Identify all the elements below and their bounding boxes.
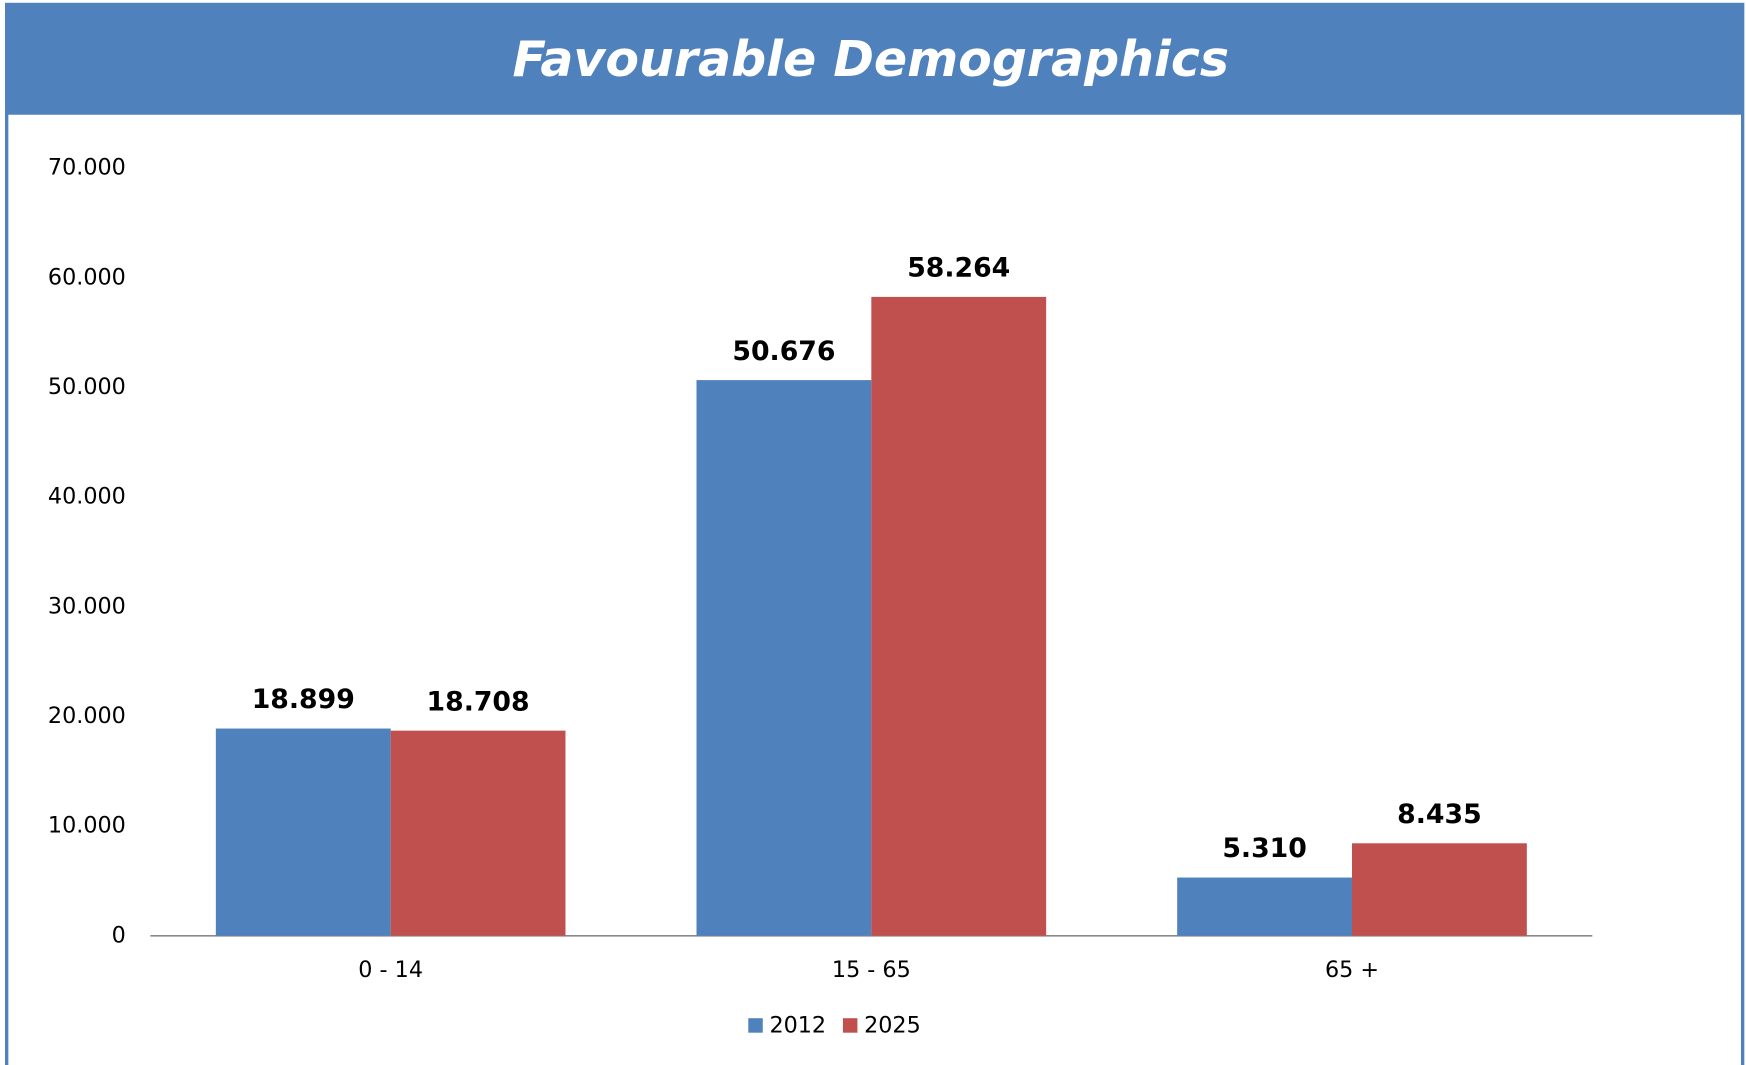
value-label: 5.310 — [1222, 833, 1306, 864]
y-tick-label: 40.000 — [48, 484, 126, 510]
y-tick-label: 10.000 — [48, 813, 126, 839]
y-tick-label: 30.000 — [48, 593, 126, 619]
bar — [1177, 877, 1352, 936]
x-tick-label: 15 - 65 — [832, 957, 911, 983]
y-tick-label: 20.000 — [48, 703, 126, 729]
legend-swatch — [842, 1018, 858, 1033]
chart-title: Favourable Demographics — [513, 31, 1230, 88]
y-tick-label: 50.000 — [48, 374, 126, 400]
value-label: 50.676 — [732, 336, 835, 367]
value-label: 58.264 — [907, 253, 1010, 284]
legend-swatch — [748, 1018, 763, 1033]
bar — [696, 380, 872, 936]
bar — [390, 730, 566, 936]
x-tick-label: 0 - 14 — [358, 957, 423, 983]
y-tick-label: 0 — [112, 922, 126, 948]
value-label: 18.708 — [427, 686, 530, 717]
x-tick-label: 65 + — [1325, 957, 1379, 983]
y-tick-label: 60.000 — [48, 264, 126, 290]
y-tick-label: 70.000 — [48, 155, 126, 181]
legend-label: 2012 — [769, 1013, 826, 1039]
legend-label: 2025 — [864, 1013, 921, 1039]
bar — [871, 296, 1047, 936]
value-label: 18.899 — [252, 684, 355, 715]
value-label: 8.435 — [1397, 799, 1481, 830]
bar — [215, 728, 391, 936]
bar — [1351, 843, 1527, 936]
title-bar — [5, 5, 1743, 115]
